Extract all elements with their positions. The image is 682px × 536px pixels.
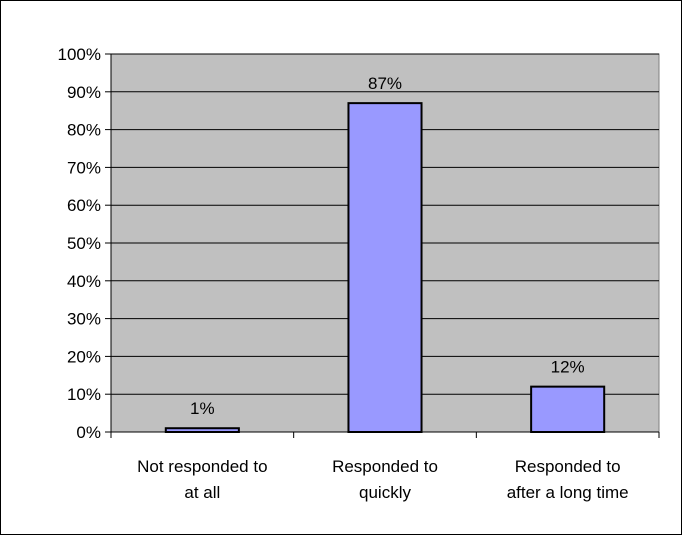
bar: [347, 102, 423, 433]
category-label: Not responded to: [137, 457, 267, 476]
category-label: quickly: [359, 483, 411, 502]
y-tick-label: 60%: [67, 196, 101, 215]
y-tick-label: 30%: [67, 310, 101, 329]
y-tick-label: 80%: [67, 121, 101, 140]
data-label: 87%: [368, 74, 402, 93]
bar: [164, 427, 240, 434]
data-label: 12%: [551, 358, 585, 377]
y-tick-label: 70%: [67, 158, 101, 177]
category-label: Responded to: [332, 457, 438, 476]
y-tick-label: 0%: [76, 423, 101, 442]
category-label: at all: [184, 483, 220, 502]
category-label: after a long time: [507, 483, 629, 502]
y-tick-label: 10%: [67, 385, 101, 404]
y-tick-label: 40%: [67, 272, 101, 291]
y-tick-label: 50%: [67, 234, 101, 253]
y-tick-label: 20%: [67, 347, 101, 366]
data-label: 1%: [190, 399, 215, 418]
y-tick-label: 100%: [58, 45, 101, 64]
bar: [530, 385, 606, 434]
category-label: Responded to: [515, 457, 621, 476]
y-tick-label: 90%: [67, 83, 101, 102]
